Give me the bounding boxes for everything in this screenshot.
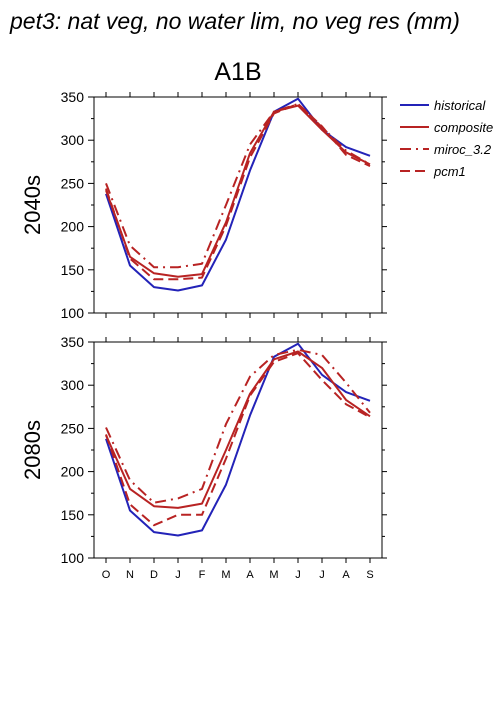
y-tick-label: 350 [61,334,85,350]
y-tick-label: 200 [61,464,85,480]
row-label: 2080s [20,420,45,480]
y-tick-label: 150 [61,262,85,278]
panel-2040s: 100 150 200 250 300 350 2040s [20,89,387,321]
y-tick-label: 300 [61,377,85,393]
legend-label-miroc_3.2: miroc_3.2 [434,142,492,157]
series-line-pcm1 [105,352,371,527]
x-tick-label: O [102,569,111,581]
y-tick-label: 250 [61,420,85,436]
series-line-composite [105,350,371,509]
x-tick-label: S [366,569,373,581]
figure-title: pet3: nat veg, no water lim, no veg res … [9,8,460,34]
legend: historical composite miroc_3.2 pcm1 [400,98,493,179]
x-tick-label: J [175,569,181,581]
x-tick-label: J [319,569,325,581]
x-tick-label: A [342,569,350,581]
legend-label-pcm1: pcm1 [433,164,466,179]
x-tick-label: M [221,569,230,581]
y-tick-label: 350 [61,89,85,105]
y-tick-label: 300 [61,132,85,148]
series-line-miroc_3.2 [105,102,371,269]
x-tick-label: A [246,569,254,581]
chart-panels: 100 150 200 250 300 350 2040s 100 150 200 250 300 35… [20,89,387,581]
y-tick-label: 200 [61,219,85,235]
x-tick-label: D [150,569,158,581]
scenario-label: A1B [214,58,261,86]
x-tick-label: N [126,569,134,581]
series-line-historical [105,342,371,537]
y-tick-label: 100 [61,305,85,321]
row-label: 2040s [20,175,45,235]
y-tick-label: 150 [61,507,85,523]
panel-2080s: 100 150 200 250 300 350 O N D J F M A M J J A S 2080s [20,334,387,581]
series-line-pcm1 [105,102,371,281]
y-tick-label: 250 [61,175,85,191]
legend-label-composite: composite [434,120,493,135]
series-line-miroc_3.2 [105,348,371,504]
series-line-composite [105,104,371,278]
y-tick-label: 100 [61,550,85,566]
legend-label-historical: historical [434,98,486,113]
x-tick-label: J [295,569,301,581]
x-tick-label: M [269,569,278,581]
x-tick-label: F [199,569,206,581]
